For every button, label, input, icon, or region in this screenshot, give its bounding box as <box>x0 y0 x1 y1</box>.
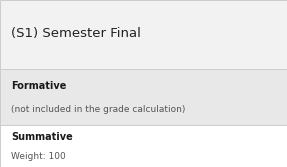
Text: Formative: Formative <box>11 81 67 91</box>
Text: Summative: Summative <box>11 132 73 142</box>
FancyBboxPatch shape <box>0 125 287 167</box>
Text: Weight: 100: Weight: 100 <box>11 152 66 161</box>
Text: (not included in the grade calculation): (not included in the grade calculation) <box>11 105 186 114</box>
Text: (S1) Semester Final: (S1) Semester Final <box>11 27 141 40</box>
FancyBboxPatch shape <box>0 0 287 69</box>
FancyBboxPatch shape <box>0 69 287 125</box>
